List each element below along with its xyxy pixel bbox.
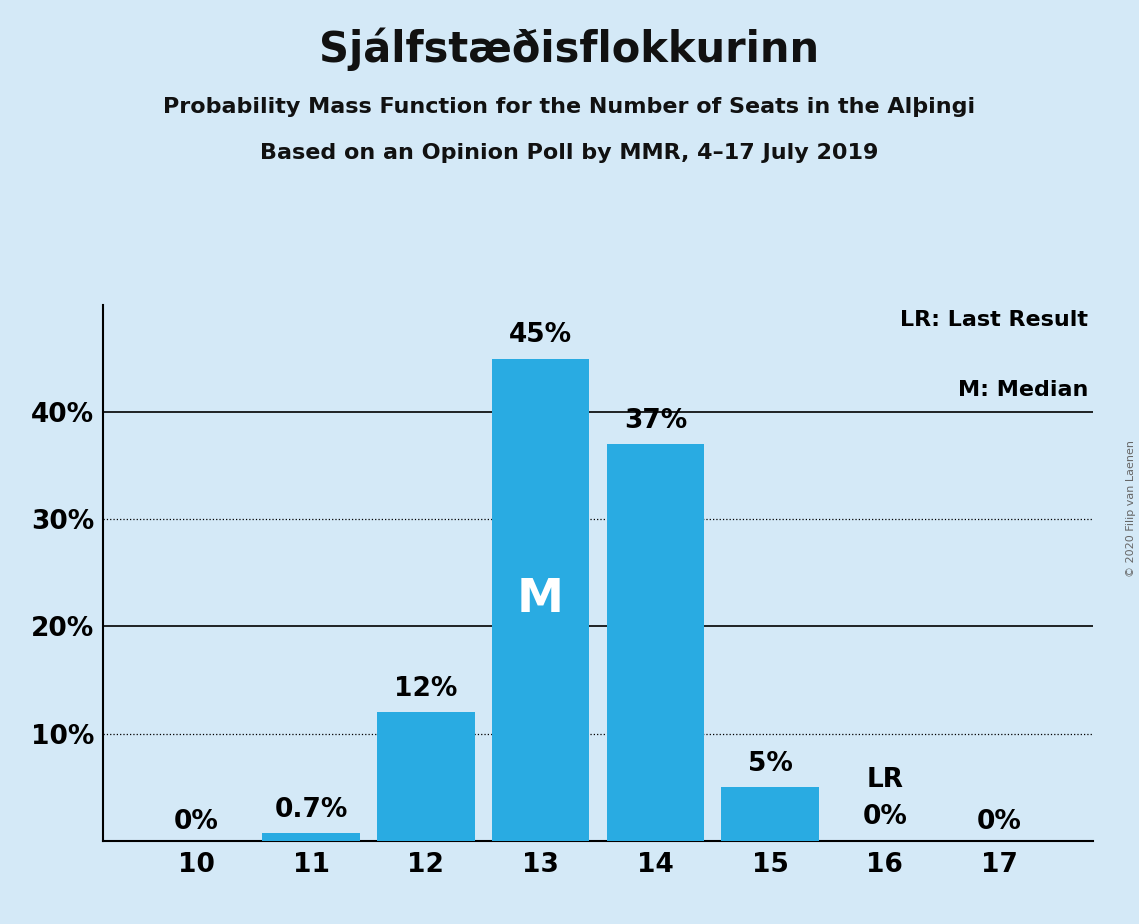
Text: 37%: 37% — [624, 407, 687, 433]
Text: Sjálfstæðisflokkurinn: Sjálfstæðisflokkurinn — [319, 28, 820, 71]
Text: 45%: 45% — [509, 322, 572, 347]
Text: Based on an Opinion Poll by MMR, 4–17 July 2019: Based on an Opinion Poll by MMR, 4–17 Ju… — [261, 143, 878, 164]
Bar — [262, 833, 360, 841]
Text: 5%: 5% — [747, 750, 793, 776]
Text: 0.7%: 0.7% — [274, 796, 347, 822]
Text: 0%: 0% — [977, 809, 1022, 835]
Text: LR: LR — [867, 767, 903, 793]
Text: Probability Mass Function for the Number of Seats in the Alþingi: Probability Mass Function for the Number… — [163, 97, 976, 117]
Text: M: Median: M: Median — [958, 380, 1089, 400]
Text: LR: Last Result: LR: Last Result — [901, 310, 1089, 330]
Bar — [492, 359, 589, 841]
Text: 0%: 0% — [862, 804, 908, 830]
Text: 0%: 0% — [174, 809, 219, 835]
Text: © 2020 Filip van Laenen: © 2020 Filip van Laenen — [1126, 440, 1136, 577]
Text: 12%: 12% — [394, 675, 458, 701]
Bar — [377, 712, 475, 841]
Bar — [607, 444, 704, 841]
Text: M: M — [517, 578, 564, 622]
Bar — [721, 787, 819, 841]
